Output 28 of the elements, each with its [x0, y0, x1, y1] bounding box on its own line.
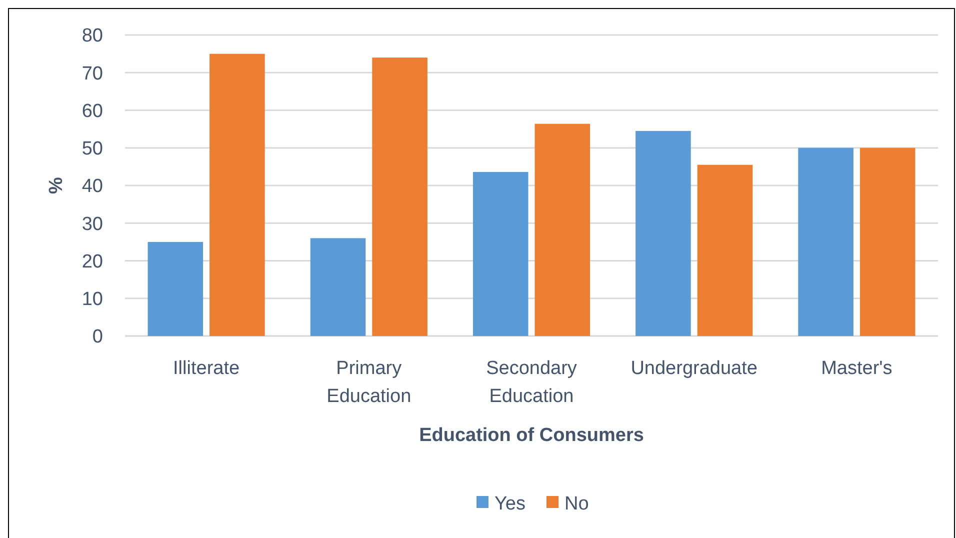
y-axis-title: % — [46, 176, 67, 194]
bar — [697, 164, 753, 336]
y-tick-label: 70 — [82, 63, 103, 84]
y-tick-label: 0 — [92, 326, 103, 348]
bar — [534, 124, 590, 336]
bar — [860, 148, 916, 336]
bar — [372, 58, 428, 336]
legend-label: Yes — [494, 494, 526, 515]
bar — [148, 242, 204, 336]
x-tick-label: Undergraduate — [630, 358, 758, 379]
bar — [636, 130, 691, 336]
x-axis-title: Education of Consumers — [419, 425, 644, 446]
x-tick-label: Illiterate — [173, 358, 240, 379]
y-tick-label: 30 — [82, 214, 103, 235]
y-tick-label: 40 — [82, 176, 103, 198]
x-tick-label: Secondary Education — [486, 358, 578, 407]
y-tick-label: 10 — [82, 289, 103, 310]
x-tick-label: Master's — [821, 358, 892, 379]
y-tick-label: 60 — [82, 100, 103, 122]
bar — [210, 54, 265, 336]
y-tick-label: 50 — [82, 138, 103, 160]
x-tick-label: Primary Education — [326, 358, 412, 407]
y-tick-label: 80 — [82, 26, 103, 47]
bar — [472, 172, 528, 336]
bar — [310, 238, 366, 336]
bar — [798, 148, 854, 336]
y-tick-label: 20 — [82, 251, 103, 272]
legend-label: No — [564, 494, 589, 515]
